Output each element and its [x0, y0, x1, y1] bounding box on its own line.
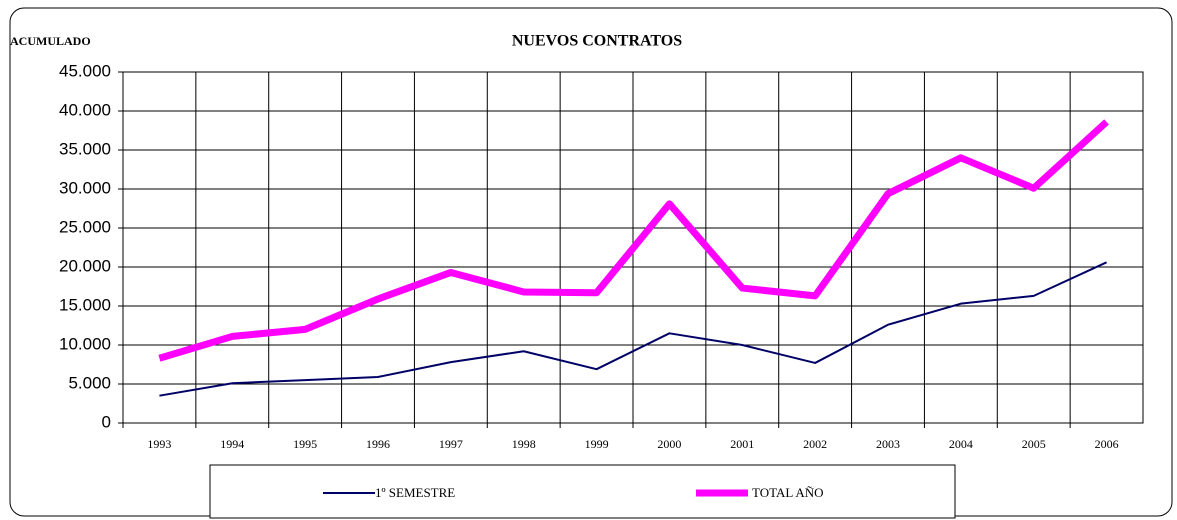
- x-tick-label: 1993: [147, 437, 171, 451]
- x-tick-label: 2006: [1095, 437, 1119, 451]
- x-tick-label: 1996: [366, 437, 390, 451]
- y-tick-label: 5.000: [68, 373, 111, 392]
- legend-label: TOTAL AÑO: [752, 485, 824, 500]
- chart-title: NUEVOS CONTRATOS: [512, 33, 682, 50]
- y-tick-label: 35.000: [59, 139, 111, 158]
- y-tick-label: 30.000: [59, 178, 111, 197]
- x-tick-label: 1998: [512, 437, 536, 451]
- legend-box: [209, 464, 956, 519]
- x-tick-label: 1995: [293, 437, 317, 451]
- x-tick-label: 1994: [220, 437, 244, 451]
- y-axis-label: ACUMULADO: [10, 34, 91, 48]
- x-tick-label: 2004: [949, 437, 973, 451]
- x-tick-label: 2005: [1022, 437, 1046, 451]
- x-tick-label: 1999: [585, 437, 609, 451]
- y-tick-label: 0: [102, 412, 111, 431]
- x-tick-label: 2001: [730, 437, 754, 451]
- x-tick-label: 1997: [439, 437, 463, 451]
- x-tick-label: 2000: [657, 437, 681, 451]
- y-tick-label: 10.000: [59, 334, 111, 353]
- y-tick-label: 40.000: [59, 100, 111, 119]
- series-line: [159, 261, 1107, 397]
- y-tick-label: 20.000: [59, 256, 111, 275]
- y-tick-label: 45.000: [59, 61, 111, 80]
- y-tick-label: 15.000: [59, 295, 111, 314]
- x-tick-label: 2003: [876, 437, 900, 451]
- x-tick-label: 2002: [803, 437, 827, 451]
- legend-label: 1º SEMESTRE: [375, 485, 455, 500]
- series-line: [158, 119, 1109, 362]
- y-tick-label: 25.000: [59, 217, 111, 236]
